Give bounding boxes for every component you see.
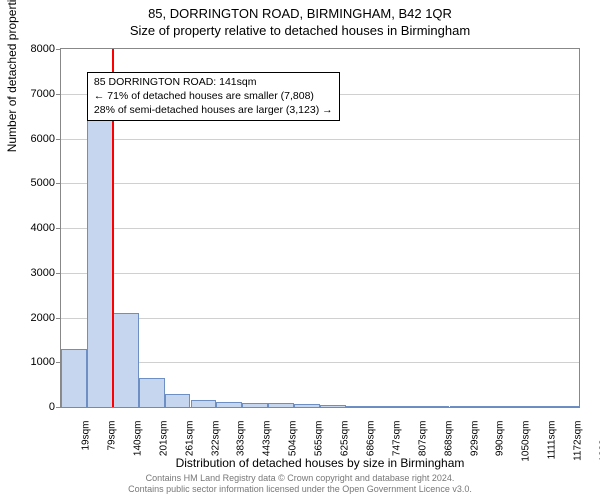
info-box-line1: 85 DORRINGTON ROAD: 141sqm xyxy=(94,76,333,90)
histogram-bar xyxy=(61,349,87,407)
histogram-bar xyxy=(87,107,113,407)
y-tick-mark xyxy=(56,273,61,274)
y-tick-label: 1000 xyxy=(15,356,55,368)
chart-container: Number of detached properties 0100020003… xyxy=(60,48,580,408)
grid-line xyxy=(61,273,579,274)
plot-area: 01000200030004000500060007000800019sqm79… xyxy=(60,48,580,408)
histogram-bar xyxy=(553,406,579,407)
grid-line xyxy=(61,228,579,229)
histogram-bar xyxy=(242,403,268,407)
histogram-bar xyxy=(398,406,424,407)
grid-line xyxy=(61,318,579,319)
y-axis-label: Number of detached properties xyxy=(5,0,19,152)
footer-line1: Contains HM Land Registry data © Crown c… xyxy=(0,473,600,485)
histogram-bar xyxy=(320,405,346,407)
y-tick-label: 2000 xyxy=(15,312,55,324)
property-info-box: 85 DORRINGTON ROAD: 141sqm← 71% of detac… xyxy=(87,72,340,121)
histogram-bar xyxy=(165,394,191,407)
histogram-bar xyxy=(294,404,320,407)
y-tick-mark xyxy=(56,94,61,95)
y-tick-label: 7000 xyxy=(15,88,55,100)
y-tick-mark xyxy=(56,49,61,50)
y-tick-mark xyxy=(56,228,61,229)
y-tick-mark xyxy=(56,318,61,319)
info-box-line2: ← 71% of detached houses are smaller (7,… xyxy=(94,90,333,104)
y-tick-label: 3000 xyxy=(15,267,55,279)
y-tick-label: 8000 xyxy=(15,43,55,55)
y-tick-label: 6000 xyxy=(15,133,55,145)
histogram-bar xyxy=(216,402,242,407)
histogram-bar xyxy=(268,403,294,407)
y-tick-label: 4000 xyxy=(15,222,55,234)
y-tick-label: 5000 xyxy=(15,177,55,189)
y-tick-mark xyxy=(56,183,61,184)
y-tick-mark xyxy=(56,139,61,140)
histogram-bar xyxy=(475,406,501,407)
y-tick-mark xyxy=(56,407,61,408)
histogram-bar xyxy=(450,406,476,407)
grid-line xyxy=(61,362,579,363)
histogram-bar xyxy=(424,406,450,407)
footer-attribution: Contains HM Land Registry data © Crown c… xyxy=(0,473,600,496)
chart-title-line2: Size of property relative to detached ho… xyxy=(0,23,600,38)
histogram-bar xyxy=(527,406,553,407)
grid-line xyxy=(61,139,579,140)
histogram-bar xyxy=(501,406,527,407)
histogram-bar xyxy=(139,378,165,407)
chart-title-block: 85, DORRINGTON ROAD, BIRMINGHAM, B42 1QR… xyxy=(0,0,600,38)
info-box-line3: 28% of semi-detached houses are larger (… xyxy=(94,104,333,118)
chart-title-line1: 85, DORRINGTON ROAD, BIRMINGHAM, B42 1QR xyxy=(0,6,600,21)
grid-line xyxy=(61,183,579,184)
histogram-bar xyxy=(346,406,372,407)
footer-line2: Contains public sector information licen… xyxy=(0,484,600,496)
x-axis-label: Distribution of detached houses by size … xyxy=(60,456,580,470)
histogram-bar xyxy=(372,406,398,407)
histogram-bar xyxy=(113,313,139,407)
histogram-bar xyxy=(191,400,217,407)
y-tick-label: 0 xyxy=(15,401,55,413)
